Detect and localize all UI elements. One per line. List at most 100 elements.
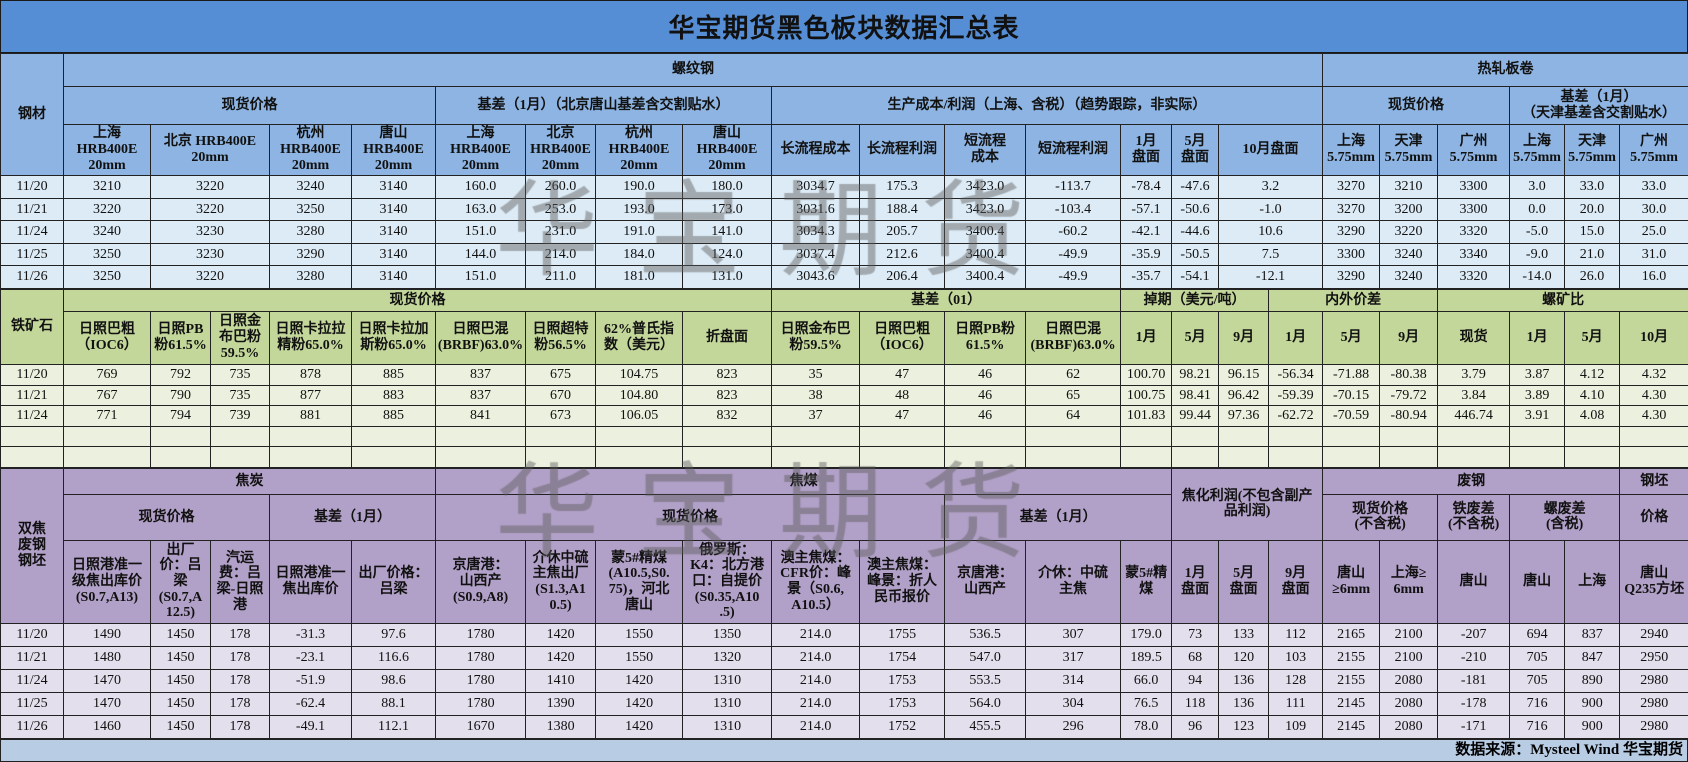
value-cell: 179.0 <box>1121 623 1172 646</box>
value-cell: 188.4 <box>860 198 945 221</box>
column-header: 日照金 布巴粉 59.5% <box>211 311 270 364</box>
value-cell <box>1620 426 1688 447</box>
value-cell: -71.88 <box>1323 364 1380 385</box>
value-cell: 767 <box>64 385 151 406</box>
value-cell <box>1438 447 1510 468</box>
value-cell: 65 <box>1026 385 1121 406</box>
value-cell: 1420 <box>596 692 683 715</box>
value-cell: 16.0 <box>1620 266 1688 289</box>
value-cell: 1780 <box>436 669 526 692</box>
billet-price-header: 价格 <box>1620 494 1688 540</box>
value-cell: 15.0 <box>1565 221 1620 244</box>
date-cell: 11/26 <box>1 266 64 289</box>
value-cell: 547.0 <box>945 646 1026 669</box>
value-cell: 881 <box>270 406 352 427</box>
rebar-ore-ratio-header: 螺矿比 <box>1438 289 1688 311</box>
value-cell <box>1565 426 1620 447</box>
value-cell <box>683 447 772 468</box>
value-cell: 1480 <box>64 646 151 669</box>
column-header: 日照金布巴 粉59.5% <box>772 311 860 364</box>
value-cell <box>270 447 352 468</box>
value-cell: 98.21 <box>1172 364 1219 385</box>
value-cell: 193.0 <box>596 198 683 221</box>
value-cell: 3.89 <box>1510 385 1565 406</box>
column-header: 俄罗斯： K4：北方港 口：自提价 (S0.35,A10 .5) <box>683 540 772 623</box>
column-header: 5月 <box>1323 311 1380 364</box>
value-cell: 2145 <box>1323 692 1380 715</box>
value-cell: 33.0 <box>1620 176 1688 199</box>
date-cell: 11/21 <box>1 646 64 669</box>
value-cell: -23.1 <box>270 646 352 669</box>
value-cell: 190.0 <box>596 176 683 199</box>
value-cell: 3250 <box>270 198 352 221</box>
rebar-basis-header: 基差（1月）（北京唐山基差含交割贴水） <box>436 87 772 125</box>
value-cell: 1670 <box>436 715 526 738</box>
value-cell: 38 <box>772 385 860 406</box>
value-cell: 3.84 <box>1438 385 1510 406</box>
column-header: 日照PB 粉61.5% <box>151 311 211 364</box>
value-cell: 1380 <box>526 715 596 738</box>
value-cell: 1752 <box>860 715 945 738</box>
value-cell: 3210 <box>64 176 151 199</box>
column-header: 折盘面 <box>683 311 772 364</box>
value-cell: 536.5 <box>945 623 1026 646</box>
column-header: 唐山 Q235方坯 <box>1620 540 1688 623</box>
value-cell: 66.0 <box>1121 669 1172 692</box>
value-cell: 3290 <box>1323 221 1380 244</box>
value-cell <box>1438 426 1510 447</box>
value-cell: 735 <box>211 385 270 406</box>
value-cell: 823 <box>683 385 772 406</box>
value-cell: -35.7 <box>1121 266 1172 289</box>
value-cell: 3320 <box>1438 221 1510 244</box>
column-header: 1月 <box>1121 311 1172 364</box>
value-cell: 2080 <box>1380 692 1438 715</box>
value-cell <box>1380 447 1438 468</box>
value-cell: 3220 <box>151 266 270 289</box>
value-cell: 2950 <box>1620 646 1688 669</box>
value-cell: 104.75 <box>596 364 683 385</box>
rebar-hrc-table: 钢材 螺纹钢 热轧板卷 现货价格 基差（1月）（北京唐山基差含交割贴水） 生产成… <box>0 53 1688 289</box>
value-cell: -113.7 <box>1026 176 1121 199</box>
value-cell: 3423.0 <box>945 198 1026 221</box>
value-cell: 1450 <box>151 715 211 738</box>
value-cell: 97.6 <box>352 623 436 646</box>
value-cell: 3140 <box>352 176 436 199</box>
value-cell: 101.83 <box>1121 406 1172 427</box>
value-cell: 735 <box>211 364 270 385</box>
value-cell: 2980 <box>1620 669 1688 692</box>
value-cell: 1420 <box>596 715 683 738</box>
coke-coal-scrap-table: 双焦 废钢 钢坯 焦炭 焦煤 焦化利润(不包含副产 品利润) 废钢 钢坯 现货价… <box>0 468 1688 739</box>
date-cell: 11/25 <box>1 243 64 266</box>
value-cell: 100.70 <box>1121 364 1172 385</box>
value-cell: 790 <box>151 385 211 406</box>
value-cell: 163.0 <box>436 198 526 221</box>
value-cell <box>526 447 596 468</box>
value-cell: 4.12 <box>1565 364 1620 385</box>
date-cell: 11/20 <box>1 364 64 385</box>
value-cell: 112 <box>1269 623 1323 646</box>
value-cell: 4.30 <box>1620 385 1688 406</box>
value-cell: 2145 <box>1323 715 1380 738</box>
value-cell: 62 <box>1026 364 1121 385</box>
value-cell: -62.72 <box>1269 406 1323 427</box>
value-cell: 103 <box>1269 646 1323 669</box>
value-cell: -47.6 <box>1172 176 1219 199</box>
value-cell: 1350 <box>683 623 772 646</box>
value-cell: 883 <box>352 385 436 406</box>
value-cell: -70.15 <box>1323 385 1380 406</box>
value-cell: 46 <box>945 364 1026 385</box>
value-cell: 1470 <box>64 669 151 692</box>
value-cell: -50.6 <box>1172 198 1219 221</box>
column-header: 上海 HRB400E 20mm <box>436 125 526 176</box>
value-cell: -57.1 <box>1121 198 1172 221</box>
value-cell: 1753 <box>860 669 945 692</box>
value-cell: 151.0 <box>436 266 526 289</box>
value-cell: 3270 <box>1323 176 1380 199</box>
column-header: 5月 盘面 <box>1172 125 1219 176</box>
value-cell: 841 <box>436 406 526 427</box>
value-cell: 847 <box>1565 646 1620 669</box>
value-cell: 769 <box>64 364 151 385</box>
value-cell: 184.0 <box>596 243 683 266</box>
